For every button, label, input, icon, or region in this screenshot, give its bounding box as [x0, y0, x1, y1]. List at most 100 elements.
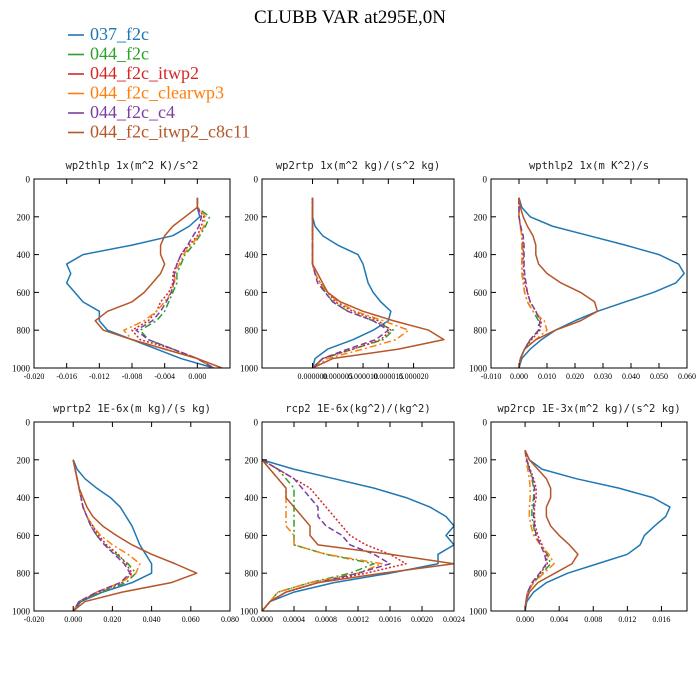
y-tick-label: 600 — [17, 288, 31, 298]
y-tick-label: 1000 — [469, 607, 488, 617]
x-tick-label: 0.000 — [64, 615, 82, 624]
series-line-037_f2c — [518, 197, 685, 368]
y-tick-label: 400 — [17, 493, 31, 503]
series-line-044_f2c_c4 — [311, 197, 390, 368]
x-tick-label: 0.0000 — [251, 615, 273, 624]
panel-title: wp2thlp 1x(m^2 K)/s^2 — [66, 160, 199, 172]
plot-frame — [33, 421, 231, 612]
y-tick-label: 800 — [17, 569, 31, 579]
y-tick-label: 1000 — [240, 607, 259, 617]
y-tick-label: 1000 — [240, 364, 259, 374]
y-tick-label: 0 — [26, 175, 31, 185]
x-tick-label: 0.004 — [550, 615, 568, 624]
x-tick-label: 0.080 — [221, 615, 239, 624]
chart-panel-1: wp2thlp 1x(m^2 K)/s^202004006008001000-0… — [12, 160, 231, 381]
x-tick-label: 0.012 — [618, 615, 636, 624]
x-tick-label: 0.020 — [566, 372, 584, 381]
series-line-044_f2c_itwp2_c8c11 — [518, 197, 599, 368]
chart-panel-6: wp2rcp 1E-3x(m^2 kg)/(s^2 kg) 0 200 400 600 8… — [469, 403, 688, 624]
series-line-044_f2c_clearwp3 — [311, 197, 410, 368]
y-tick-label: 0 — [483, 418, 488, 428]
y-tick-label: 400 — [474, 250, 488, 260]
y-tick-label: 400 — [474, 493, 488, 503]
panel-title: wp2rcp 1E-3x(m^2 kg)/(s^2 kg) — [497, 403, 680, 415]
x-tick-label: -0.008 — [122, 372, 143, 381]
y-tick-label: 1000 — [12, 364, 31, 374]
y-tick-label: 600 — [245, 288, 259, 298]
plot-frame — [261, 421, 455, 612]
y-tick-label: 200 — [17, 455, 31, 465]
series-line-037_f2c — [72, 459, 153, 611]
x-tick-label: -0.004 — [154, 372, 175, 381]
y-tick-label: 200 — [474, 212, 488, 222]
y-tick-label: 200 — [17, 212, 31, 222]
x-tick-label: 0.000000 — [298, 372, 328, 381]
series-line-037_f2c — [311, 197, 392, 368]
x-tick-label: 0.016 — [652, 615, 670, 624]
series-line-044_f2c_itwp2_c8c11 — [94, 197, 223, 368]
x-tick-label: 0.040 — [622, 372, 640, 381]
series-line-044_f2c_itwp2_c8c11 — [311, 197, 445, 368]
x-tick-label: -0.020 — [24, 615, 45, 624]
x-tick-label: 0.020 — [103, 615, 121, 624]
series-line-044_f2c_itwp2 — [262, 459, 407, 611]
x-tick-label: 0.0016 — [379, 615, 401, 624]
plot-frame — [490, 421, 688, 612]
series-line-044_f2c_itwp2 — [311, 197, 392, 368]
series-line-044_f2c_itwp2 — [72, 459, 133, 611]
series-line-044_f2c_itwp2_c8c11 — [524, 450, 579, 611]
chart-panel-2: wp2rtp 1x(m^2 kg)/(s^2 kg) 0 200 400 600 800 1… — [240, 160, 455, 381]
x-tick-label: -0.010 — [481, 372, 502, 381]
series-line-044_f2c — [139, 197, 215, 368]
legend-label: 044_f2c — [90, 44, 149, 64]
series-line-044_f2c_itwp2_c8c11 — [262, 459, 454, 611]
y-tick-label: 600 — [474, 531, 488, 541]
plot-frame — [261, 178, 455, 369]
series-line-044_f2c_itwp2_c8c11 — [72, 459, 198, 611]
x-tick-label: 0.008 — [584, 615, 602, 624]
series-line-044_f2c — [524, 450, 552, 611]
plot-frame — [490, 178, 688, 369]
y-tick-label: 800 — [474, 326, 488, 336]
y-tick-label: 200 — [474, 455, 488, 465]
y-tick-label: 800 — [245, 326, 259, 336]
y-tick-label: 0 — [254, 418, 259, 428]
y-tick-label: 1000 — [469, 364, 488, 374]
x-tick-label: 0.0020 — [411, 615, 433, 624]
x-tick-label: 0.010 — [538, 372, 556, 381]
x-tick-label: -0.016 — [56, 372, 77, 381]
series-line-044_f2c_c4 — [524, 450, 548, 611]
y-tick-label: 200 — [245, 455, 259, 465]
panel-title: wprtp2 1E-6x(m kg)/(s kg) — [53, 403, 211, 415]
series-line-037_f2c — [524, 450, 671, 611]
x-tick-label: 0.000 — [510, 372, 528, 381]
x-tick-label: 0.0004 — [283, 615, 305, 624]
y-tick-label: 0 — [483, 175, 488, 185]
series-line-037_f2c — [262, 459, 454, 611]
y-tick-label: 600 — [474, 288, 488, 298]
y-tick-label: 800 — [17, 326, 31, 336]
legend-label: 044_f2c_itwp2 — [90, 63, 199, 83]
legend-label: 037_f2c — [90, 24, 149, 44]
y-tick-label: 600 — [245, 531, 259, 541]
figure-title: CLUBB VAR at295E,0N — [254, 7, 446, 28]
x-tick-label: 0.050 — [650, 372, 668, 381]
y-tick-label: 400 — [17, 250, 31, 260]
series-line-044_f2c_clearwp3 — [262, 459, 383, 611]
y-tick-label: 1000 — [12, 607, 31, 617]
series-line-044_f2c — [262, 459, 375, 611]
x-tick-label: 0.060 — [678, 372, 696, 381]
x-tick-label: 0.000015 — [373, 372, 403, 381]
y-tick-label: 800 — [245, 569, 259, 579]
x-tick-label: -0.020 — [24, 372, 45, 381]
chart-panel-5: rcp2 1E-6x(kg^2)/(kg^2) 0 200 400 600 800 1000… — [240, 403, 465, 624]
x-tick-label: 0.000020 — [399, 372, 429, 381]
legend-label: 044_f2c_c4 — [90, 102, 175, 122]
series-line-044_f2c_c4 — [135, 197, 215, 368]
x-tick-label: 0.0012 — [347, 615, 369, 624]
x-tick-label: 0.000005 — [323, 372, 353, 381]
x-tick-label: 0.0008 — [315, 615, 337, 624]
legend-label: 044_f2c_itwp2_c8c11 — [90, 122, 250, 142]
series-line-044_f2c_c4 — [518, 197, 541, 368]
